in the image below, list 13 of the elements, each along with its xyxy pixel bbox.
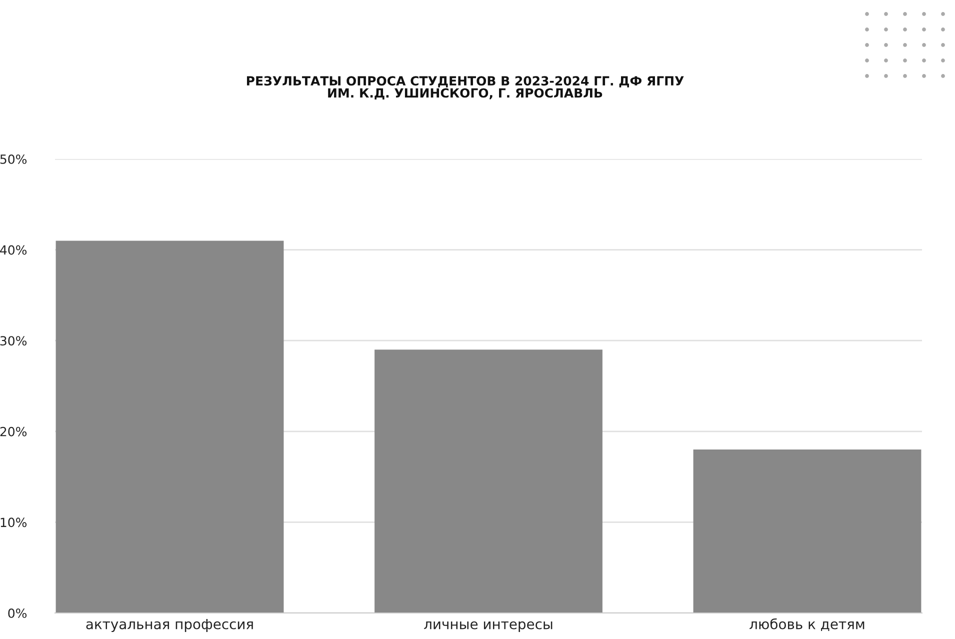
y-tick-label: 30% bbox=[0, 336, 27, 346]
y-tick-label: 40% bbox=[0, 245, 27, 255]
bar bbox=[56, 240, 284, 613]
x-tick-label: личные интересы bbox=[424, 621, 552, 632]
bar bbox=[374, 350, 602, 613]
bar bbox=[693, 450, 922, 613]
chart-title: РЕЗУЛЬТАТЫ ОПРОСА СТУДЕНТОВ В 2023-2024 ГГ. ДФ ЯГПУ ИМ. К.Д. УШИНСКОГО, Г. ЯРОСЛАВЛЬ bbox=[246, 76, 684, 100]
y-tick-label: 10% bbox=[0, 518, 27, 528]
y-tick-label: 50% bbox=[0, 154, 27, 164]
x-tick-label: любовь к детям bbox=[750, 618, 864, 632]
x-tick-label: актуальная профессия bbox=[86, 618, 253, 632]
y-tick-label: 0% bbox=[8, 608, 27, 618]
y-tick-label: 20% bbox=[0, 426, 27, 436]
